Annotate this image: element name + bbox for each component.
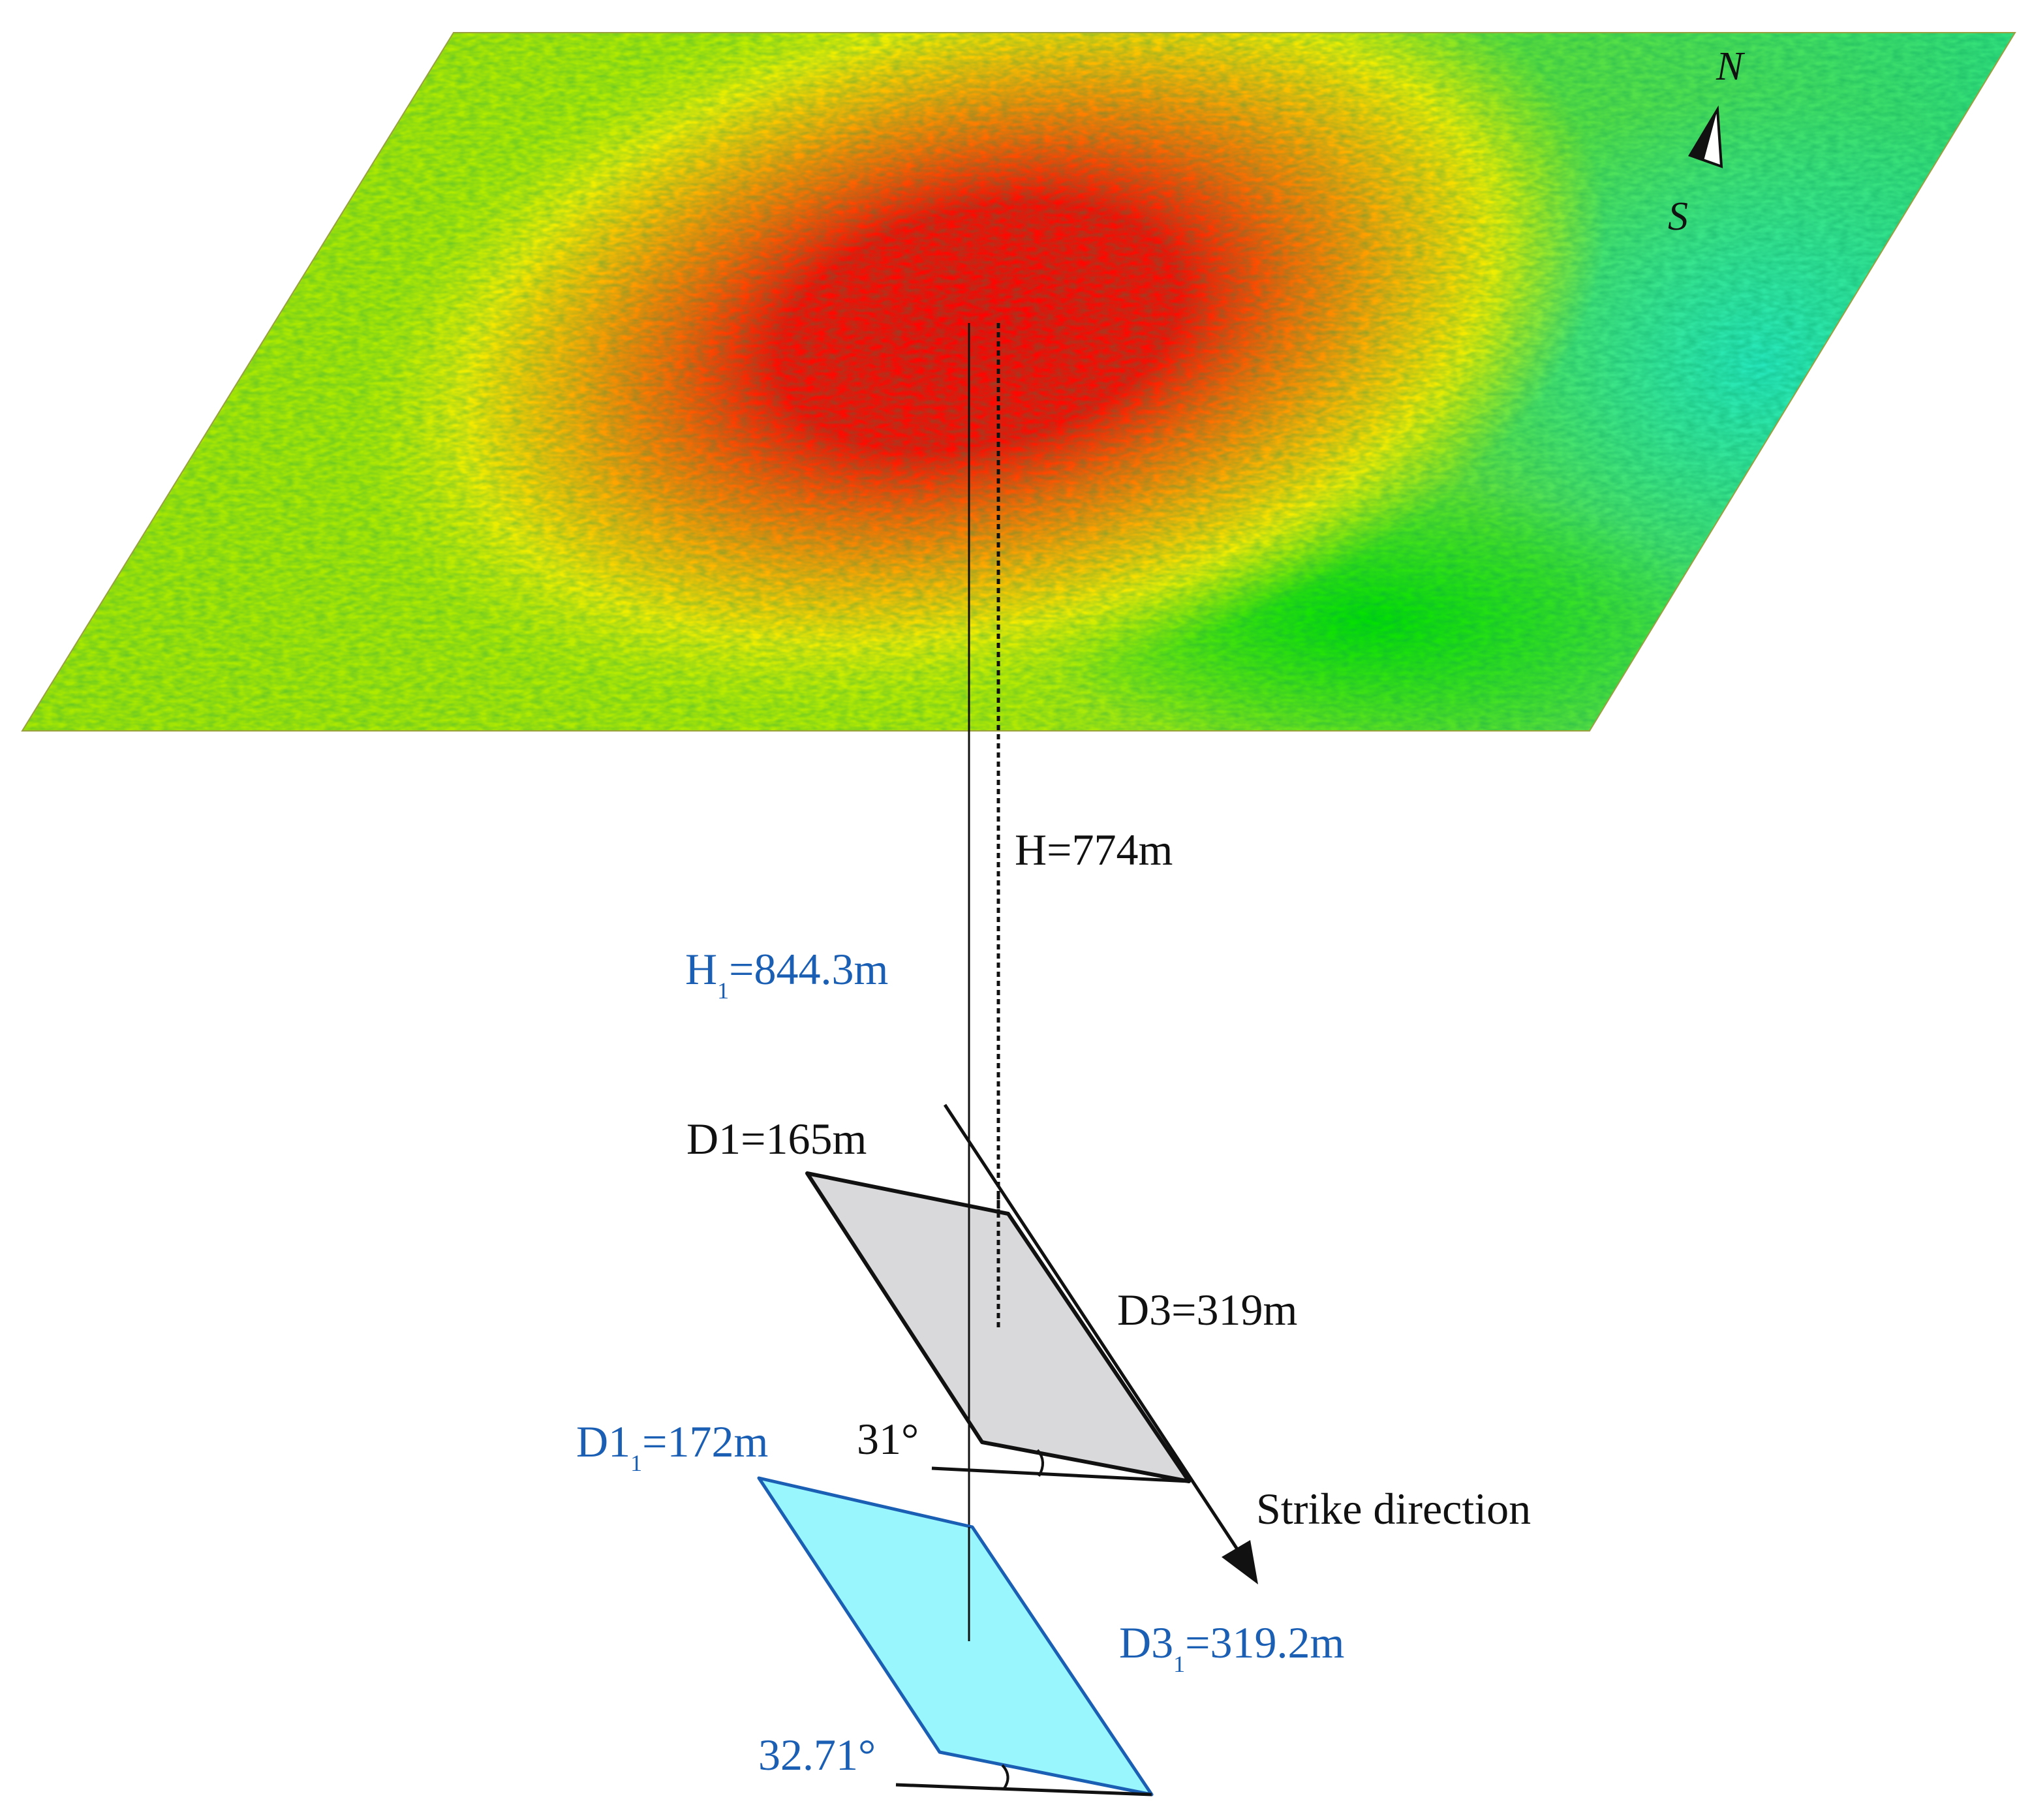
compass: N S [1668,44,1746,239]
label-d3: D3=319m [1117,1285,1297,1334]
label-d1-1-sub: 1 [630,1450,642,1476]
label-d3-1-suffix: =319.2m [1185,1618,1344,1667]
label-strike-direction: Strike direction [1256,1484,1531,1534]
compass-south-label: S [1668,194,1688,239]
label-d1-1-prefix: D1 [576,1417,630,1466]
label-h1-suffix: =844.3m [729,944,888,994]
label-h1-prefix: H [685,944,717,994]
surface-outline [21,32,2016,732]
strike-direction-arrow [943,1103,1258,1584]
subsidence-heatmap [22,33,2015,731]
label-h1: H1=844.3m [685,944,888,1004]
label-d3-1-sub: 1 [1173,1651,1185,1677]
label-d1-1-suffix: =172m [642,1417,768,1466]
label-angle-32-71: 32.71° [758,1730,876,1780]
label-d3-1: D31=319.2m [1119,1618,1344,1677]
label-d1: D1=165m [686,1114,867,1164]
north-arrow-icon [1688,105,1723,168]
gray-dip-base-line [931,1466,1190,1483]
compass-north-label: N [1716,44,1746,89]
label-d1-1: D11=172m [576,1417,768,1476]
cyan-dip-base-line [895,1783,1152,1797]
label-h: H=774m [1015,825,1173,874]
cyan-angle-arc [1001,1764,1009,1791]
gray-angle-arc [1036,1449,1044,1477]
label-d3-1-prefix: D3 [1119,1618,1173,1667]
label-h1-sub: 1 [717,978,729,1004]
heatmap-pixel-noise [22,33,2015,731]
label-angle-31: 31° [857,1414,919,1464]
